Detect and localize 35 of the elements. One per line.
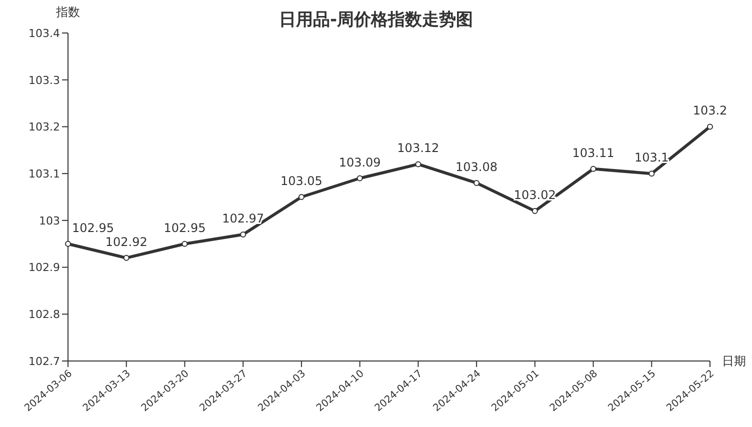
y-tick-label: 103.3 <box>28 74 60 87</box>
point <box>240 231 246 238</box>
point <box>415 161 422 168</box>
data-label: 103.11 <box>572 146 614 160</box>
point <box>182 240 188 247</box>
data-label: 103.12 <box>397 141 440 156</box>
data-label: 102.92 <box>105 234 148 249</box>
y-tick-label: 102.7 <box>28 354 60 368</box>
point <box>707 124 713 130</box>
y-tick-label: 103.4 <box>28 26 60 40</box>
point <box>123 254 130 261</box>
y-tick-label: 102.8 <box>28 308 60 322</box>
data-label: 103.05 <box>280 174 322 188</box>
data-label: 103.2 <box>692 104 728 118</box>
data-label: 102.97 <box>222 211 264 226</box>
point <box>298 194 304 200</box>
data-label: 102.95 <box>164 220 206 235</box>
point <box>474 180 480 186</box>
data-label: 103.1 <box>634 150 669 165</box>
y-axis-title: 指数 <box>56 4 80 21</box>
point <box>356 175 363 182</box>
point <box>648 170 655 177</box>
y-tick-label: 103.2 <box>28 120 60 134</box>
y-tick-label: 103.1 <box>28 167 60 180</box>
x-axis-title: 日期 <box>722 353 746 370</box>
point <box>532 208 538 214</box>
point <box>65 240 71 247</box>
data-label: 102.95 <box>72 220 114 235</box>
data-label: 103.08 <box>456 160 498 174</box>
chart-title: 日用品-周价格指数走势图 <box>278 10 474 30</box>
point <box>590 166 596 172</box>
y-tick-label: 102.9 <box>28 261 60 274</box>
data-label: 103.02 <box>514 188 556 202</box>
data-label: 103.09 <box>338 155 381 170</box>
y-tick-label: 103 <box>39 214 60 228</box>
